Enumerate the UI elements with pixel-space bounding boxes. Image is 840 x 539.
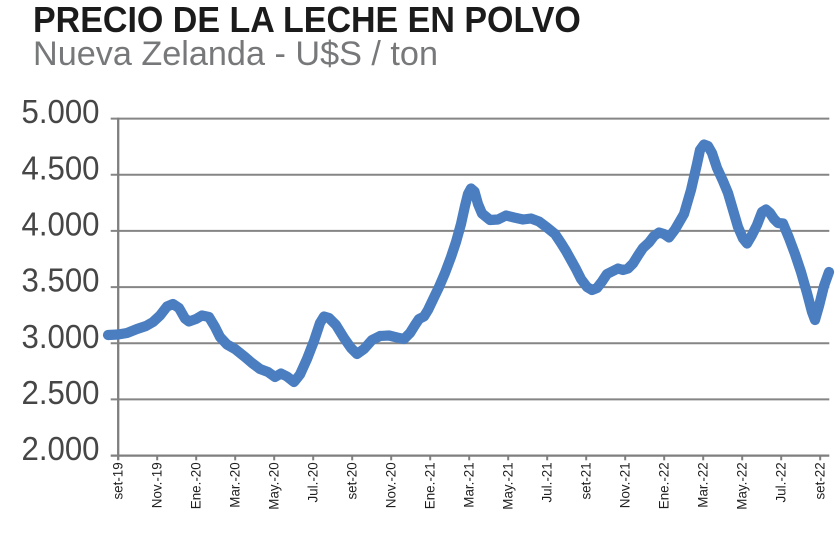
svg-text:Ene.-20: Ene.-20 bbox=[188, 462, 203, 509]
svg-text:May.-22: May.-22 bbox=[734, 462, 749, 509]
svg-text:Jul.-20: Jul.-20 bbox=[305, 462, 320, 502]
svg-text:2.000: 2.000 bbox=[22, 430, 100, 467]
svg-text:Nov.-20: Nov.-20 bbox=[383, 462, 398, 508]
svg-text:Ene.-21: Ene.-21 bbox=[422, 462, 437, 509]
svg-text:May.-21: May.-21 bbox=[500, 462, 515, 509]
svg-text:Mar.-22: Mar.-22 bbox=[695, 462, 710, 507]
svg-text:Mar.-20: Mar.-20 bbox=[227, 462, 242, 507]
svg-text:set-20: set-20 bbox=[344, 462, 359, 499]
svg-text:2.500: 2.500 bbox=[22, 374, 100, 411]
svg-text:4.000: 4.000 bbox=[22, 206, 100, 243]
svg-text:3.500: 3.500 bbox=[22, 262, 100, 299]
svg-text:Jul.-21: Jul.-21 bbox=[539, 462, 554, 502]
svg-text:Nov.-21: Nov.-21 bbox=[617, 462, 632, 508]
svg-text:5.000: 5.000 bbox=[22, 93, 100, 130]
svg-text:set-21: set-21 bbox=[578, 462, 593, 499]
svg-text:Ene.-22: Ene.-22 bbox=[656, 462, 671, 509]
svg-text:Jul.-22: Jul.-22 bbox=[773, 462, 788, 502]
svg-text:4.500: 4.500 bbox=[22, 149, 100, 186]
svg-text:May.-20: May.-20 bbox=[266, 462, 281, 509]
svg-text:set-22: set-22 bbox=[812, 462, 827, 499]
svg-text:3.000: 3.000 bbox=[22, 318, 100, 355]
svg-text:set-19: set-19 bbox=[110, 462, 125, 499]
svg-text:Nov.-19: Nov.-19 bbox=[149, 462, 164, 508]
svg-text:Mar.-21: Mar.-21 bbox=[461, 462, 476, 507]
